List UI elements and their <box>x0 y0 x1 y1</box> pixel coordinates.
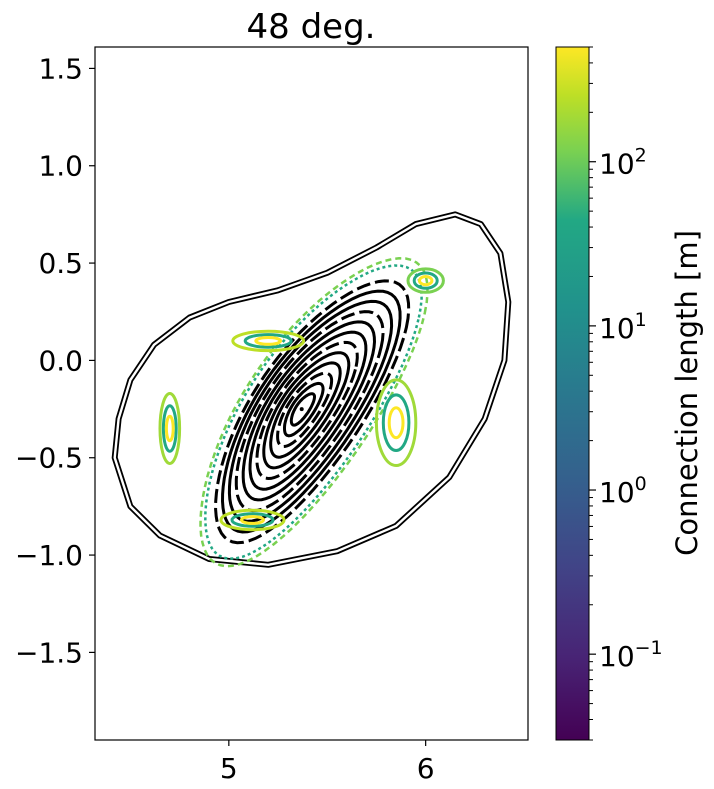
flux-surface <box>289 392 316 427</box>
x-tick-label: 6 <box>417 752 435 785</box>
chart-title: 48 deg. <box>247 7 376 47</box>
flux-surface <box>214 279 411 545</box>
flux-surface <box>234 310 385 513</box>
island-chain <box>412 271 439 290</box>
island-chain <box>381 393 411 453</box>
colorbar-tick-label: 101 <box>599 309 647 345</box>
colorbar-tick-label: 10−1 <box>599 637 663 673</box>
flux-surface <box>255 340 359 481</box>
y-axis: 1.5 1.0 0.5 0.0 −0.5 −1.0 −1.5 <box>15 52 95 669</box>
island-chain <box>158 392 182 465</box>
colorbar <box>555 46 590 741</box>
flux-surface <box>276 371 334 449</box>
colorbar-tick-label: 100 <box>599 473 647 509</box>
y-tick-label: 1.5 <box>38 52 83 85</box>
stochastic-layer-outer <box>199 257 429 568</box>
y-tick-label: −1.5 <box>15 636 83 669</box>
flux-surface <box>248 330 368 491</box>
y-tick-label: 0.0 <box>38 344 83 377</box>
island-chain <box>231 329 306 353</box>
y-tick-label: 1.0 <box>38 150 83 183</box>
y-tick-label: −1.0 <box>15 539 83 572</box>
plot-area <box>111 211 512 568</box>
island-chain <box>164 414 175 443</box>
island-chain <box>161 404 178 453</box>
flux-surface <box>262 351 351 470</box>
island-chain <box>387 406 405 440</box>
island-chain <box>254 336 283 346</box>
wall-outline <box>111 211 512 568</box>
flux-surface <box>220 289 402 534</box>
island-chain <box>219 508 286 532</box>
island-chain <box>406 267 445 294</box>
colorbar-label: Connection length [m] <box>670 230 704 556</box>
flux-surface <box>241 320 377 502</box>
wall-outline-inner <box>113 213 510 566</box>
island-chain <box>230 512 275 528</box>
plot-frame <box>94 46 529 741</box>
flux-surface <box>269 361 342 459</box>
island-chain <box>374 378 418 468</box>
y-tick-label: −0.5 <box>15 442 83 475</box>
colorbar-axis: 10−1 100 101 102 <box>589 46 663 741</box>
y-tick-label: 0.5 <box>38 247 83 280</box>
flux-surface <box>227 299 394 523</box>
island-chain <box>243 333 293 349</box>
stochastic-layer <box>204 264 423 560</box>
island-chain <box>418 275 434 287</box>
colorbar-tick-label: 102 <box>599 145 647 181</box>
magnetic-axis <box>299 407 304 412</box>
flux-surface <box>283 381 325 438</box>
x-tick-label: 5 <box>220 752 238 785</box>
island-chain <box>240 515 265 525</box>
